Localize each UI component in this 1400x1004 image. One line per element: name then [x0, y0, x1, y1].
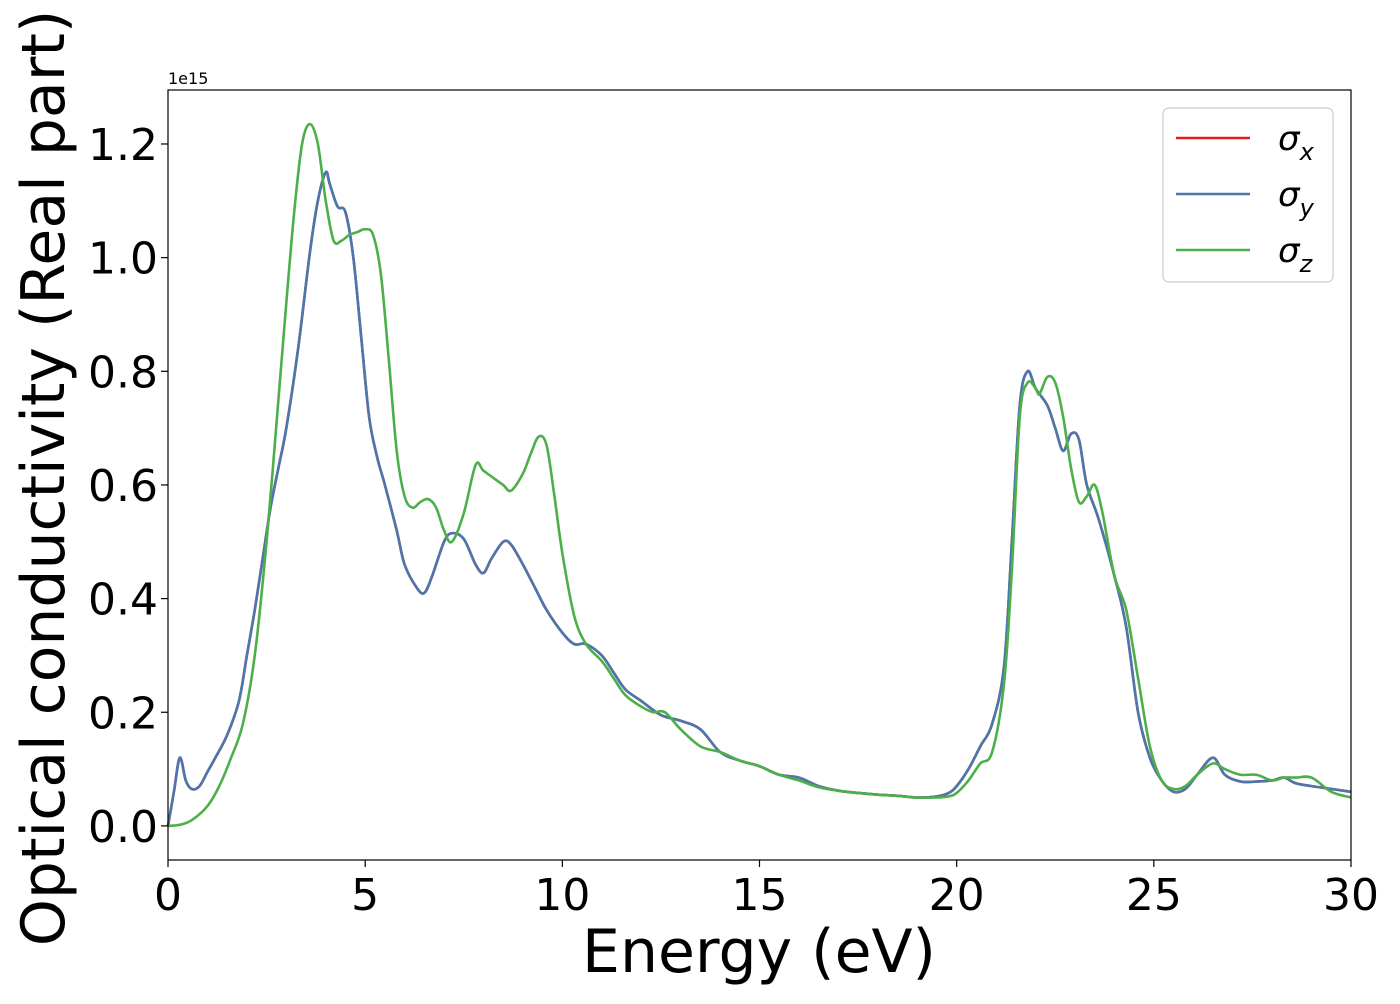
x-tick-label: 0 [154, 870, 182, 921]
legend-subscript: x [1299, 138, 1315, 166]
x-axis: 0 5 10 15 20 25 30 [154, 860, 1379, 921]
y-tick-label: 0.2 [88, 688, 158, 739]
y-tick-label: 0.4 [88, 575, 158, 626]
plot-background [168, 90, 1351, 860]
series-layer [166, 122, 1352, 828]
y-tick-label: 0.6 [88, 461, 158, 512]
x-tick-label: 20 [929, 870, 985, 921]
legend-label-z: σz [1278, 231, 1314, 278]
legend-symbol: σ [1278, 175, 1301, 215]
y-axis-label: Optical conductivity (Real part) [9, 10, 79, 947]
series-line-z [167, 122, 1352, 828]
y-tick-label: 0.0 [88, 802, 158, 853]
y-axis: 0.0 0.2 0.4 0.6 0.8 1.0 1.2 [88, 120, 168, 853]
legend-subscript: z [1299, 250, 1314, 278]
x-tick-label: 5 [351, 870, 379, 921]
x-tick-label: 15 [732, 870, 788, 921]
x-tick-label: 25 [1126, 870, 1182, 921]
y-tick-label: 1.0 [88, 234, 158, 285]
legend-symbol: σ [1278, 231, 1301, 271]
y-offset-label: 1e15 [168, 69, 208, 88]
legend-symbol: σ [1278, 119, 1301, 159]
x-axis-label: Energy (eV) [582, 917, 936, 987]
y-tick-label: 1.2 [88, 120, 158, 171]
legend-label-y: σy [1278, 175, 1315, 222]
legend-subscript: y [1299, 194, 1315, 222]
legend-label-x: σx [1278, 119, 1315, 166]
x-tick-label: 10 [534, 870, 590, 921]
y-tick-label: 0.8 [88, 347, 158, 398]
x-tick-label: 30 [1323, 870, 1379, 921]
